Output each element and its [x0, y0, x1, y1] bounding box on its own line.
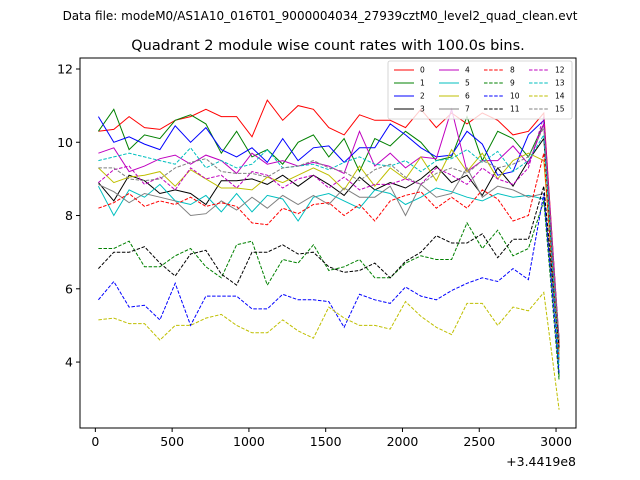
series-line-4 [98, 107, 560, 348]
x-tick-label: 0 [91, 434, 99, 449]
legend-label-9: 9 [510, 79, 515, 88]
legend-frame [387, 60, 573, 120]
series-line-13 [98, 133, 560, 366]
y-tick-label: 10 [57, 135, 73, 150]
legend-label-10: 10 [510, 92, 520, 101]
legend-label-4: 4 [465, 66, 470, 75]
legend-label-11: 11 [510, 105, 520, 114]
x-tick-label: 3000 [540, 434, 572, 449]
series-line-2 [97, 116, 560, 352]
legend-label-1: 1 [420, 79, 425, 88]
series-line-6 [98, 148, 560, 352]
series-line-1 [97, 108, 560, 377]
y-tick-label: 6 [65, 281, 73, 296]
chart-title: Quadrant 2 module wise count rates with … [131, 38, 525, 54]
x-tick-label: 500 [160, 434, 184, 449]
x-axis: 0 500 1000 1500 2000 2500 3000 [91, 428, 572, 449]
series-line-11 [98, 186, 560, 348]
series-line-9 [98, 200, 560, 381]
legend-label-12: 12 [555, 66, 565, 75]
x-offset-label: +3.4419e8 [506, 454, 576, 469]
legend-label-13: 13 [555, 79, 565, 88]
series-line-14 [98, 291, 560, 410]
legend-label-6: 6 [465, 92, 470, 101]
x-tick-label: 1000 [233, 434, 265, 449]
axes-frame [79, 57, 577, 429]
legend-label-15: 15 [555, 105, 565, 114]
y-tick-label: 8 [65, 208, 73, 223]
x-tick-label: 1500 [310, 434, 342, 449]
y-tick-label: 4 [65, 355, 73, 370]
legend-label-14: 14 [555, 92, 565, 101]
legend-label-2: 2 [420, 92, 425, 101]
series-line-15 [98, 125, 560, 341]
series-line-10 [98, 193, 560, 374]
legend-label-0: 0 [420, 66, 425, 75]
data-file-label: Data file: modeM0/AS1A10_016T01_90000040… [63, 9, 578, 23]
series-line-7 [98, 166, 560, 355]
legend-label-7: 7 [465, 105, 470, 114]
y-tick-label: 12 [57, 61, 73, 76]
series-line-5 [97, 183, 560, 359]
plot-area [97, 99, 560, 410]
x-tick-label: 2500 [463, 434, 495, 449]
series-line-8 [98, 153, 560, 363]
legend-label-5: 5 [465, 79, 470, 88]
x-tick-label: 2000 [387, 434, 419, 449]
legend-label-3: 3 [420, 105, 425, 114]
series-line-3 [98, 137, 560, 341]
legend-label-8: 8 [510, 66, 515, 75]
y-axis: 4 6 8 10 12 [57, 61, 80, 370]
